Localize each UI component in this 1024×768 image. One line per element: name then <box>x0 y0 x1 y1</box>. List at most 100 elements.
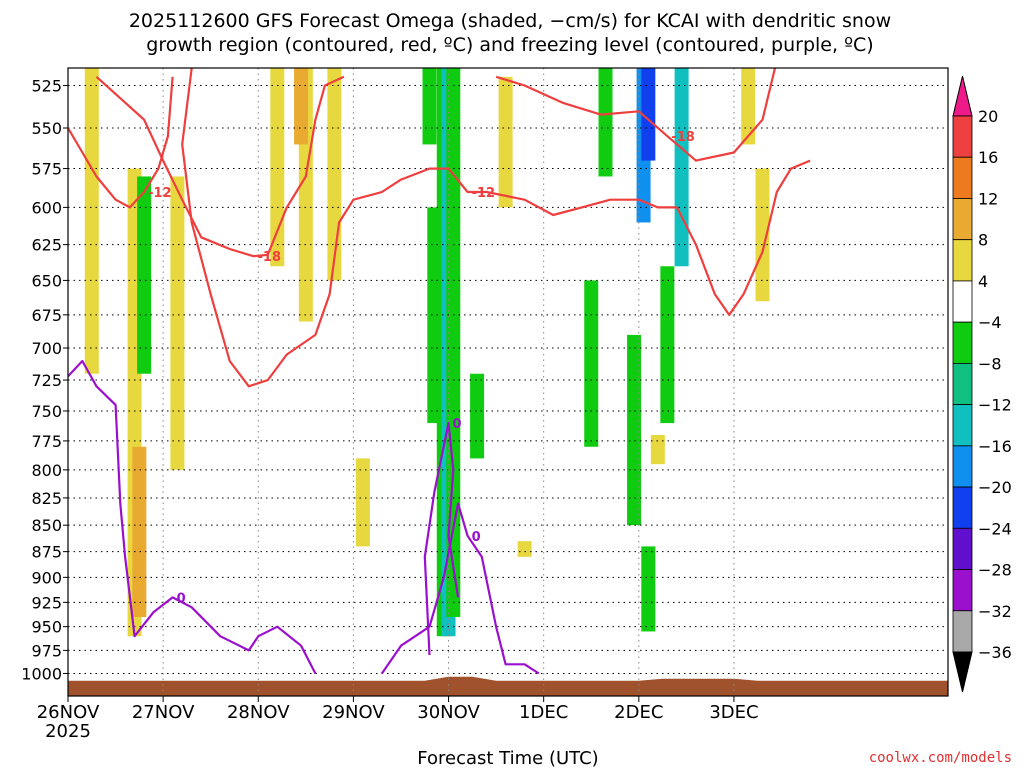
omega-shade-14 <box>470 373 485 459</box>
colorbar-label-8: −16 <box>978 437 1012 456</box>
freezing-contour-1 <box>380 502 540 675</box>
colorbar-label-5: −4 <box>978 313 1002 332</box>
plot-frame <box>67 67 949 697</box>
freezing-contour-label-1: 0 <box>472 530 481 545</box>
omega-shade-15 <box>355 458 370 547</box>
omega-shade-0 <box>84 68 99 374</box>
y-axis: 525 550 575 600 625 650 675 700 725 750 775 800 825 8… <box>21 77 68 683</box>
colorbar-swatch-10 <box>952 527 973 570</box>
colorbar-label-6: −8 <box>978 354 1002 373</box>
omega-shade-3 <box>137 176 152 374</box>
omega-shade-25 <box>660 266 675 424</box>
omega-shade-28 <box>755 168 770 302</box>
y-tick-label-15: 900 <box>31 568 62 587</box>
colorbar-swatch-12 <box>952 610 973 653</box>
freezing-contour-label-2: 0 <box>453 417 462 432</box>
colorbar-swatch-9 <box>952 486 973 529</box>
colorbar-swatch-4 <box>952 280 973 323</box>
dgz-contour-label-0: -12 <box>148 186 172 201</box>
x-tick-label-1: 27NOV <box>132 702 195 723</box>
terrain-surface <box>68 676 948 696</box>
colorbar-swatch-5 <box>952 321 973 364</box>
colorbar-swatch-1 <box>952 156 973 199</box>
omega-shade-24 <box>650 434 665 465</box>
y-tick-label-17: 950 <box>31 618 62 637</box>
colorbar-label-11: −28 <box>978 561 1012 580</box>
colorbar-label-9: −20 <box>978 478 1012 497</box>
y-tick-label-14: 875 <box>31 543 62 562</box>
y-tick-label-18: 975 <box>31 641 62 660</box>
omega-shade-23 <box>641 546 656 632</box>
colorbar-label-3: 8 <box>978 231 988 250</box>
omega-shading <box>84 68 770 637</box>
omega-shade-5 <box>270 68 285 267</box>
omega-shade-27 <box>741 68 756 145</box>
colorbar-label-12: −32 <box>978 602 1012 621</box>
terrain-fill <box>68 676 948 696</box>
y-tick-label-0: 525 <box>31 77 62 96</box>
omega-shade-26 <box>674 68 689 267</box>
colorbar-label-1: 16 <box>978 148 998 167</box>
x-tick-label-0: 26NOV <box>37 702 100 723</box>
colorbar-swatch-11 <box>952 569 973 612</box>
x-tick-label-6: 2DEC <box>614 702 663 723</box>
omega-shade-2 <box>132 446 147 618</box>
dgz-contour-3 <box>495 68 777 162</box>
omega-shade-9 <box>422 68 437 145</box>
y-tick-label-10: 775 <box>31 432 62 451</box>
chart-title-line-2: growth region (contoured, red, ºC) and f… <box>146 34 873 56</box>
x-tick-label-2: 28NOV <box>227 702 290 723</box>
y-tick-label-12: 825 <box>31 489 62 508</box>
omega-shade-7 <box>294 68 309 145</box>
omega-shade-22 <box>641 68 656 161</box>
omega-shade-4 <box>170 176 185 470</box>
colorbar-bottom-arrow <box>952 651 973 693</box>
x-axis-year: 2025 <box>45 721 91 742</box>
x-tick-label-4: 30NOV <box>417 702 480 723</box>
y-tick-label-19: 1000 <box>21 664 62 683</box>
grid-lines <box>68 68 948 696</box>
colorbar-swatch-8 <box>952 445 973 488</box>
colorbar: 20 16 12 8 4 −4 −8 −12 −16 −20 −24 −28 −32 −36 <box>952 75 1012 693</box>
colorbar-swatch-7 <box>952 404 973 447</box>
y-tick-label-9: 750 <box>31 402 62 421</box>
y-tick-label-2: 575 <box>31 160 62 179</box>
y-tick-label-5: 650 <box>31 271 62 290</box>
dgz-contour-1 <box>95 75 345 258</box>
colorbar-label-2: 12 <box>978 189 998 208</box>
omega-shade-20 <box>627 334 642 526</box>
omega-shade-16 <box>498 76 513 208</box>
y-tick-label-16: 925 <box>31 593 62 612</box>
x-axis-label: Forecast Time (UTC) <box>417 748 598 768</box>
omega-shade-8 <box>327 68 342 281</box>
dgz-contour-2 <box>181 68 811 388</box>
colorbar-label-10: −24 <box>978 519 1012 538</box>
freezing-contour-label-0: 0 <box>177 591 186 606</box>
y-tick-label-7: 700 <box>31 339 62 358</box>
omega-shade-19 <box>584 280 599 447</box>
y-tick-label-1: 550 <box>31 119 62 138</box>
omega-shade-13 <box>446 68 461 618</box>
colorbar-swatch-6 <box>952 362 973 406</box>
colorbar-label-13: −36 <box>978 643 1012 662</box>
omega-shade-17 <box>517 541 532 557</box>
y-tick-label-6: 675 <box>31 306 62 325</box>
y-tick-label-13: 850 <box>31 516 62 535</box>
x-tick-label-5: 1DEC <box>519 702 568 723</box>
dgz-contour-0 <box>68 76 174 209</box>
credit-text: coolwx.com/models <box>869 750 1012 766</box>
y-tick-label-8: 725 <box>31 371 62 390</box>
chart-title-line-1: 2025112600 GFS Forecast Omega (shaded, −… <box>129 10 891 32</box>
contours: -12 -18 -12 -18 0 0 0 <box>68 68 811 675</box>
x-tick-label-7: 3DEC <box>709 702 758 723</box>
freezing-contour-2 <box>423 422 460 656</box>
colorbar-swatch-0 <box>952 115 973 158</box>
y-tick-label-3: 600 <box>31 198 62 217</box>
colorbar-label-0: 20 <box>978 107 998 126</box>
colorbar-label-7: −12 <box>978 396 1012 415</box>
dgz-contour-label-1: -18 <box>258 250 282 265</box>
x-axis: 26NOV 27NOV 28NOV 29NOV 30NOV 1DEC 2DEC 3DEC <box>37 696 759 723</box>
colorbar-label-4: 4 <box>978 272 988 291</box>
dgz-contour-label-2: -12 <box>472 186 496 201</box>
